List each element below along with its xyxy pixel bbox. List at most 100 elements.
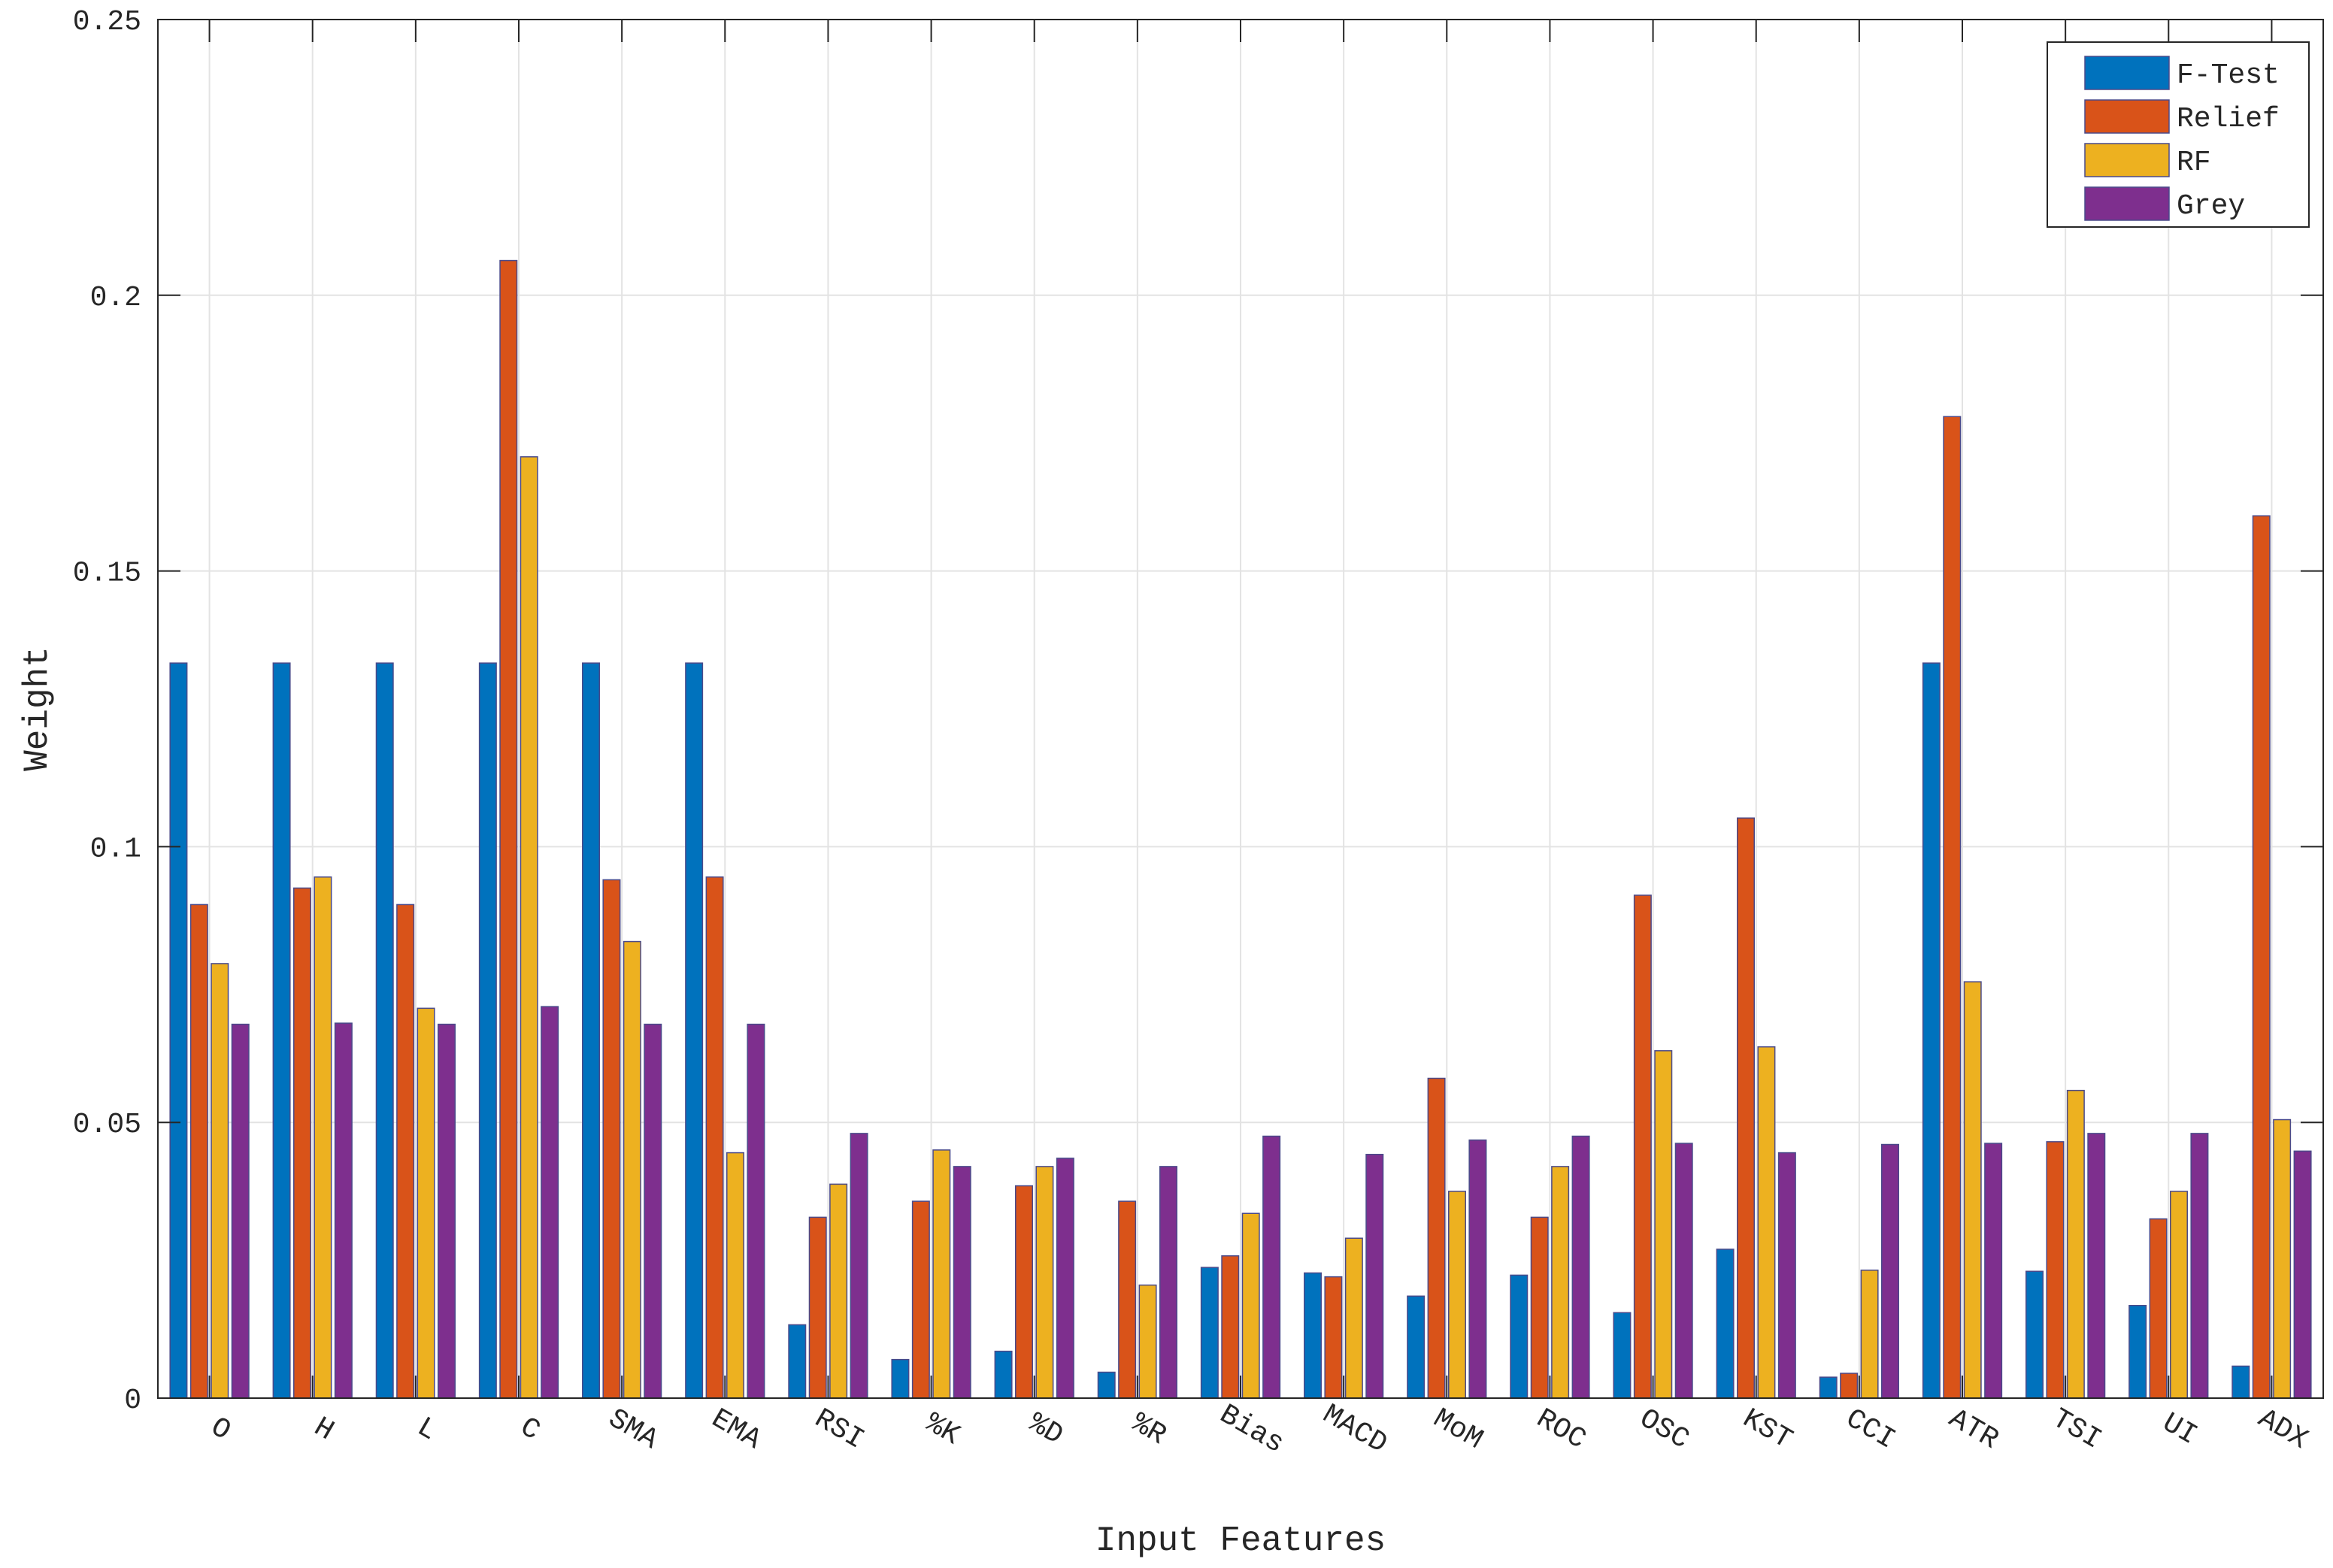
y-tick-labels: 0 0.05 0.1 0.15 0.2 0.25: [73, 6, 141, 1417]
legend-label: RF: [2177, 147, 2211, 179]
bar-rf-5: [623, 940, 641, 1399]
y-tick-label: 0.2: [90, 282, 141, 314]
legend-label: Relief: [2177, 103, 2280, 135]
legend-swatch: [2084, 99, 2170, 134]
bar-rf-17: [1860, 1270, 1879, 1399]
bar-relief-9: [1015, 1185, 1033, 1399]
bar-relief-4: [499, 259, 518, 1399]
bar-relief-13: [1427, 1077, 1446, 1399]
legend-swatch: [2084, 56, 2170, 90]
bar-f-test-6: [685, 662, 704, 1399]
bar-grey-4: [541, 1006, 559, 1399]
grid-lines: [158, 20, 2323, 1398]
bar-grey-10: [1159, 1166, 1177, 1399]
bar-rf-3: [417, 1007, 435, 1399]
bar-f-test-1: [169, 662, 188, 1399]
bar-relief-15: [1633, 894, 1652, 1399]
y-tick-label: 0: [124, 1385, 141, 1417]
bar-grey-12: [1365, 1153, 1384, 1399]
y-axis-title: Weight: [18, 646, 57, 771]
bar-relief-14: [1530, 1216, 1549, 1399]
bar-grey-5: [644, 1023, 662, 1399]
bar-relief-8: [911, 1200, 930, 1399]
bar-relief-21: [2252, 515, 2271, 1399]
bar-rf-13: [1448, 1191, 1466, 1399]
bar-f-test-20: [2128, 1305, 2147, 1399]
bar-relief-3: [396, 904, 415, 1399]
bar-rf-11: [1241, 1212, 1260, 1399]
bar-relief-2: [293, 887, 311, 1399]
bar-rf-15: [1654, 1050, 1673, 1399]
bar-f-test-8: [891, 1358, 910, 1399]
bar-f-test-7: [788, 1324, 807, 1399]
bar-relief-1: [189, 904, 208, 1399]
bar-f-test-19: [2025, 1270, 2044, 1399]
bar-f-test-3: [375, 662, 394, 1399]
bar-rf-16: [1757, 1046, 1776, 1399]
bar-rf-2: [314, 876, 332, 1399]
bar-grey-3: [438, 1023, 456, 1399]
bar-relief-5: [602, 879, 621, 1399]
bar-grey-11: [1262, 1135, 1281, 1399]
bar-rf-12: [1344, 1237, 1363, 1399]
bar-relief-11: [1221, 1255, 1240, 1399]
bar-relief-12: [1324, 1276, 1343, 1399]
bar-rf-9: [1035, 1166, 1054, 1399]
bar-grey-14: [1571, 1135, 1590, 1399]
bar-grey-19: [2087, 1133, 2106, 1399]
bar-grey-16: [1777, 1152, 1796, 1399]
bar-grey-8: [953, 1166, 971, 1399]
bar-relief-18: [1943, 416, 1962, 1399]
bar-grey-13: [1468, 1139, 1487, 1399]
bar-grey-18: [1984, 1143, 2003, 1399]
bar-grey-1: [231, 1023, 250, 1399]
bar-relief-7: [808, 1216, 827, 1399]
bar-f-test-16: [1716, 1249, 1735, 1399]
legend-label: Grey: [2177, 190, 2245, 222]
bar-relief-10: [1118, 1200, 1137, 1399]
bar-f-test-11: [1200, 1267, 1219, 1399]
bar-grey-15: [1674, 1143, 1693, 1399]
y-tick-label: 0.05: [73, 1109, 141, 1141]
bar-grey-21: [2293, 1150, 2312, 1399]
bar-relief-20: [2149, 1218, 2168, 1399]
x-axis-title: Input Features: [1095, 1521, 1386, 1560]
bar-grey-2: [334, 1022, 353, 1399]
bar-f-test-12: [1304, 1272, 1322, 1399]
bar-relief-19: [2046, 1141, 2065, 1399]
legend-swatch: [2084, 143, 2170, 177]
y-tick-label: 0.25: [73, 6, 141, 38]
bar-grey-7: [850, 1133, 868, 1399]
bar-rf-10: [1138, 1284, 1157, 1399]
bar-rf-19: [2066, 1089, 2085, 1399]
legend: F-Test Relief RF Grey: [2047, 41, 2310, 228]
bar-rf-6: [726, 1152, 744, 1399]
bar-rf-14: [1551, 1166, 1570, 1399]
bar-f-test-14: [1510, 1274, 1529, 1399]
bar-grey-9: [1056, 1158, 1074, 1399]
bar-f-test-9: [994, 1350, 1013, 1399]
legend-swatch: [2084, 186, 2170, 221]
bar-f-test-13: [1407, 1295, 1426, 1399]
bar-rf-21: [2273, 1118, 2292, 1399]
bar-relief-6: [705, 876, 724, 1399]
bar-grey-17: [1881, 1143, 1899, 1399]
y-tick-label: 0.1: [90, 833, 141, 865]
bar-relief-17: [1840, 1373, 1859, 1399]
bar-grey-20: [2190, 1133, 2209, 1399]
bar-f-test-5: [582, 662, 600, 1399]
bar-f-test-10: [1097, 1371, 1116, 1399]
bar-rf-4: [520, 456, 538, 1399]
bar-f-test-2: [272, 662, 291, 1399]
axis-ticks: [158, 19, 2323, 1399]
bar-f-test-4: [478, 662, 497, 1399]
bar-relief-16: [1737, 817, 1755, 1399]
bar-rf-8: [932, 1149, 951, 1399]
bar-f-test-17: [1819, 1376, 1838, 1399]
bar-rf-1: [211, 963, 229, 1399]
bar-grey-6: [747, 1023, 765, 1399]
y-tick-label: 0.15: [73, 558, 141, 590]
bar-rf-20: [2170, 1191, 2188, 1399]
bar-f-test-18: [1922, 662, 1941, 1399]
